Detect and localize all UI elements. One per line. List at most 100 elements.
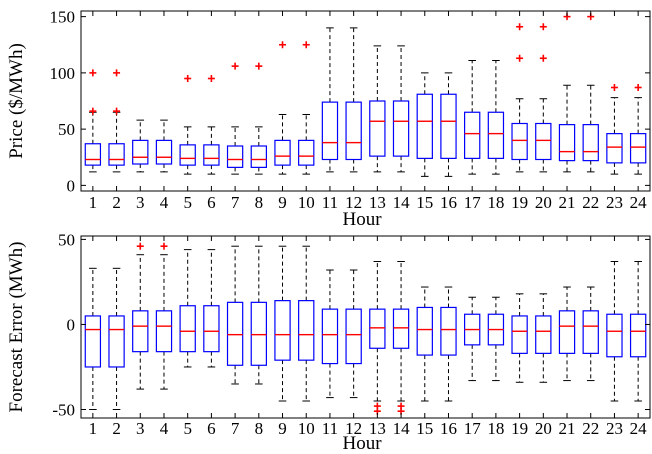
outlier-marker [89,69,97,77]
forecast-error-box-hour-4 [155,242,173,390]
outlier-marker [89,107,97,115]
forecast-error-x-tick-label: 20 [535,419,552,438]
forecast-error-x-tick-label: 15 [416,419,433,438]
price-box-hour-21 [558,13,576,173]
price-x-tick-label: 5 [183,193,192,212]
price-box-hour-7 [226,62,244,175]
forecast-error-y-tick-label: 50 [58,230,75,249]
iqr-box [274,300,291,361]
price-x-tick-label: 13 [369,193,386,212]
forecast-error-box-hour-21 [558,286,576,382]
price-box-hour-4 [155,119,173,173]
price-x-tick-label: 2 [112,193,121,212]
forecast-error-axes-frame [80,235,651,419]
price-y-axis-label: Price ($/MWh) [6,43,27,159]
forecast-error-box-hour-22 [582,286,599,382]
price-box-hour-11 [321,27,339,173]
price-x-tick-label: 19 [511,193,528,212]
outlier-marker [539,54,547,62]
iqr-box [203,305,220,353]
iqr-box [369,308,386,349]
price-box-hour-16 [440,72,457,177]
iqr-box [416,306,433,356]
outlier-marker [113,69,121,77]
forecast-error-x-tick-label: 8 [255,419,264,438]
price-x-tick-label: 10 [298,193,315,212]
price-x-tick-label: 14 [393,193,411,212]
iqr-box [132,139,149,165]
iqr-box [298,300,315,361]
outlier-marker [610,84,618,91]
iqr-box [250,301,267,366]
forecast-error-box-hour-5 [179,249,196,368]
forecast-error-x-tick-label: 24 [630,419,648,438]
iqr-box [606,133,623,164]
forecast-error-box-hour-3 [132,242,149,390]
price-x-tick-label: 7 [231,193,240,212]
forecast-error-x-tick-label: 10 [298,419,315,438]
forecast-error-x-tick-label: 9 [278,419,287,438]
forecast-error-box-hour-2 [108,267,125,410]
outlier-marker [255,62,263,70]
outlier-marker [516,23,524,31]
price-x-tick-label: 20 [535,193,552,212]
outlier-marker [539,23,547,31]
price-x-tick-label: 23 [606,193,623,212]
iqr-box [535,315,552,354]
price-box-hour-18 [487,60,505,175]
iqr-box [155,310,173,353]
forecast-error-x-tick-label: 18 [487,419,504,438]
price-box-hour-20 [535,23,552,173]
price-box-marks [84,13,647,177]
outlier-marker [231,62,239,70]
forecast-error-box-hour-14 [392,261,410,415]
forecast-error-x-tick-label: 5 [183,419,192,438]
iqr-box [511,315,528,354]
price-box-hour-23 [606,84,623,175]
forecast-error-box-hour-12 [345,269,362,399]
outlier-marker [113,107,121,115]
price-box-hour-19 [511,23,528,173]
iqr-box [558,124,576,162]
price-x-tick-label: 4 [160,193,169,212]
iqr-box [416,93,433,159]
outlier-marker [302,41,310,49]
price-x-tick-label: 8 [255,193,264,212]
outlier-marker [279,41,287,49]
iqr-box [132,310,149,353]
price-x-tick-label: 21 [559,193,576,212]
forecast-error-x-tick-label: 2 [112,419,121,438]
outlier-marker [160,242,168,250]
forecast-error-x-tick-label: 17 [464,419,482,438]
price-x-tick-label: 3 [136,193,145,212]
outlier-marker [207,75,215,82]
forecast-error-x-tick-label: 7 [231,419,240,438]
price-box-hour-15 [416,72,433,177]
iqr-box [203,144,220,166]
iqr-box [84,315,102,368]
outlier-marker [634,84,642,91]
iqr-box [535,122,552,161]
forecast-error-x-axis-label: Hour [342,433,382,454]
iqr-box [250,145,267,168]
price-x-tick-label: 12 [345,193,362,212]
forecast-error-box-hour-23 [606,261,623,402]
forecast-error-box-hour-11 [321,269,339,399]
forecast-error-box-marks [84,242,647,415]
forecast-error-x-tick-label: 3 [136,419,145,438]
forecast-error-x-tick-label: 13 [369,419,386,438]
price-x-tick-label: 11 [322,193,338,212]
forecast-error-y-axis-label: Forecast Error (MWh) [6,242,27,413]
price-box-hour-22 [582,13,599,173]
price-x-tick-label: 16 [440,193,457,212]
iqr-box [84,143,102,166]
forecast-error-box-hour-16 [440,286,457,402]
iqr-box [629,133,647,164]
price-x-tick-label: 22 [582,193,599,212]
outlier-marker [136,242,144,250]
price-x-axis-label: Hour [342,209,382,230]
forecast-error-box-hour-17 [464,296,481,382]
price-box-hour-24 [629,84,647,175]
